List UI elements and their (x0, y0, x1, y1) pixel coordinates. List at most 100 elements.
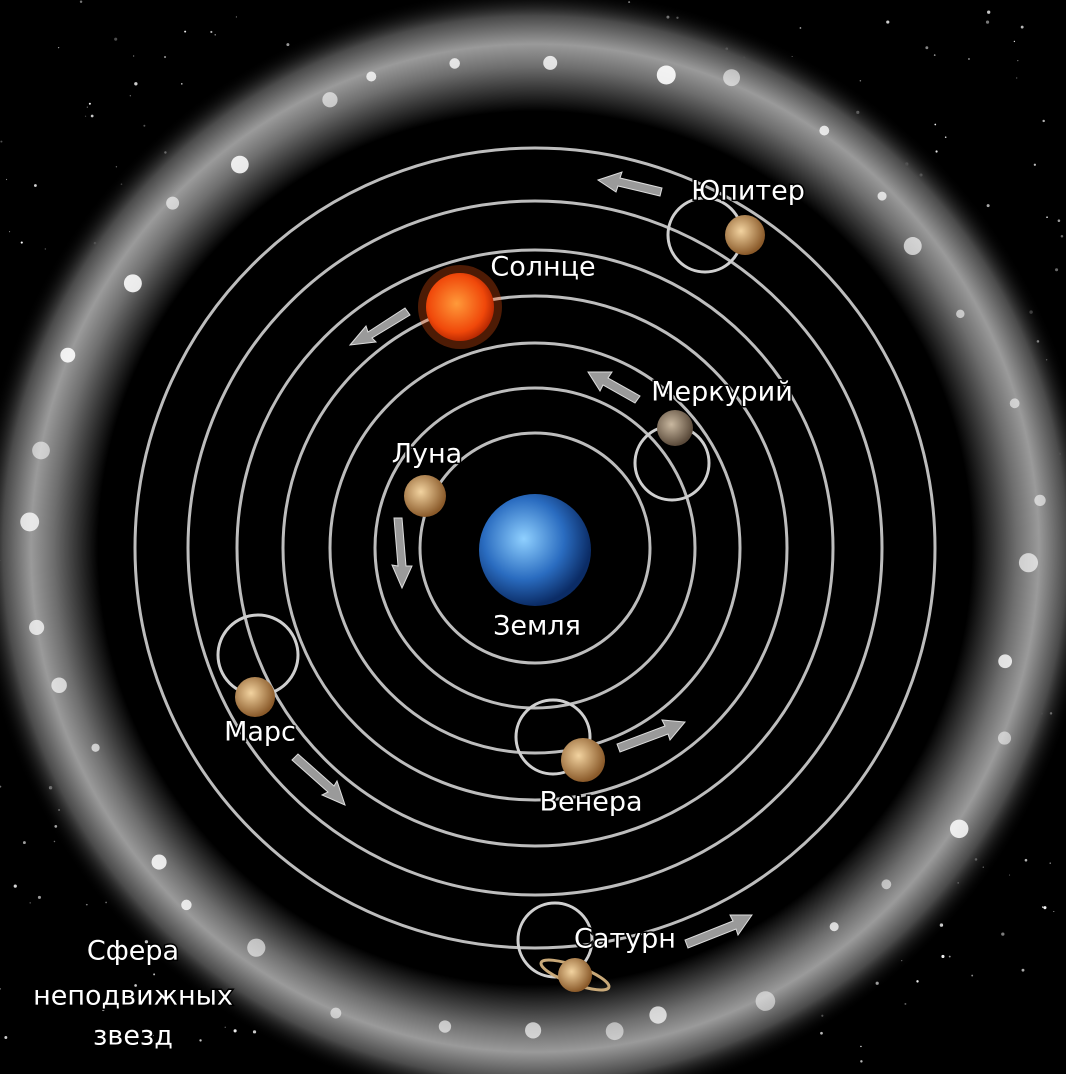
star (153, 973, 156, 976)
star (944, 136, 947, 138)
star (935, 150, 938, 153)
orbit (133, 146, 937, 950)
arrow (616, 719, 686, 753)
star (1046, 216, 1048, 219)
star (44, 248, 47, 250)
bright-star (366, 71, 377, 82)
bright-star (32, 441, 50, 460)
star (57, 47, 60, 49)
star (1020, 25, 1024, 29)
arrow (291, 753, 346, 806)
star (233, 1029, 237, 1033)
star (129, 95, 131, 97)
star (1013, 40, 1016, 43)
star (1015, 77, 1018, 79)
star (933, 54, 936, 56)
arrow (684, 914, 753, 949)
bright-star (997, 731, 1012, 745)
star (22, 841, 26, 845)
star (0, 140, 3, 143)
star (114, 37, 118, 41)
star (88, 102, 91, 105)
star (180, 83, 183, 85)
bright-star (1034, 494, 1046, 507)
star (948, 955, 951, 958)
star (9, 231, 11, 233)
label: Земля (493, 611, 581, 642)
orbits (133, 146, 937, 950)
star (1021, 968, 1025, 972)
bright-star (881, 879, 892, 890)
star (1060, 235, 1064, 238)
arrow (348, 307, 411, 346)
star (1024, 858, 1028, 862)
star (1042, 119, 1045, 123)
star (33, 184, 37, 187)
star (0, 988, 1, 990)
labels: Юпитер Солнце Меркурий Луна Земля Марс В… (32, 174, 807, 1053)
sun (426, 273, 494, 341)
star (129, 954, 133, 958)
bright-star (956, 309, 965, 319)
venus (561, 738, 605, 782)
earth (479, 494, 591, 606)
label: Меркурий (651, 377, 793, 408)
star (235, 16, 237, 18)
label: Юпитер (691, 176, 805, 207)
orbit (235, 248, 835, 848)
bright-star (181, 899, 192, 911)
star (184, 30, 187, 33)
bright-stars (20, 55, 1046, 1041)
bright-star (525, 1022, 542, 1039)
bright-star (949, 819, 969, 839)
star (199, 1039, 202, 1042)
star (90, 114, 94, 118)
arrow (596, 171, 663, 197)
star (4, 1036, 8, 1039)
star (1001, 932, 1005, 936)
star (1008, 874, 1011, 876)
star (152, 1034, 154, 1036)
star (1017, 60, 1019, 62)
orbit (418, 431, 652, 665)
star (859, 80, 862, 82)
bright-star (1018, 553, 1039, 573)
bright-star (231, 155, 249, 174)
star (799, 27, 802, 29)
star (101, 1008, 105, 1012)
star (13, 884, 17, 888)
star (968, 58, 970, 60)
arrow (391, 517, 413, 590)
bright-star (330, 1007, 342, 1019)
star (820, 1031, 823, 1035)
star (985, 20, 990, 24)
bright-star (20, 512, 40, 532)
star (143, 124, 146, 127)
sphere-label: Сфера (87, 936, 179, 967)
star (0, 785, 2, 788)
bright-star (723, 69, 741, 87)
star (214, 34, 216, 36)
bright-star (998, 654, 1013, 669)
star (133, 55, 135, 57)
bright-star (438, 1020, 452, 1033)
arrow (587, 371, 641, 404)
star (134, 82, 138, 86)
orbit (281, 294, 789, 802)
star (163, 55, 167, 59)
orbit (328, 341, 742, 755)
orbit (373, 386, 697, 710)
bright-star (755, 991, 776, 1011)
bright-star (1009, 398, 1020, 409)
label: Марс (224, 717, 296, 748)
bright-star (91, 743, 100, 752)
bright-star (649, 1006, 667, 1024)
bright-star (247, 938, 266, 957)
star (85, 903, 88, 906)
bright-star (29, 619, 45, 635)
bright-star (449, 58, 460, 69)
bright-star (60, 347, 76, 363)
bright-star (151, 854, 167, 870)
sphere-label: неподвижных (33, 981, 233, 1012)
label: Венера (539, 787, 642, 818)
